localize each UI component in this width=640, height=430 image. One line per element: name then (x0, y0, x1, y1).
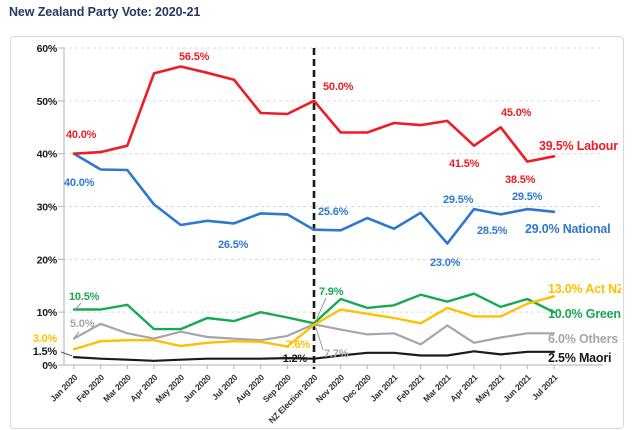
axis-side-label: 3.0% (33, 333, 58, 345)
axis-side-label: 1.5% (33, 346, 58, 358)
series-line-national (72, 152, 556, 245)
value-label: 28.5% (477, 225, 508, 237)
series-line-greens (72, 292, 556, 331)
label-leader-line (316, 297, 327, 319)
value-label: 23.0% (430, 257, 461, 269)
value-label: 39.5% Labour (539, 139, 618, 153)
x-tick-label: Jun 2021 (501, 372, 533, 404)
value-label: 56.5% (179, 51, 210, 63)
chart-title: New Zealand Party Vote: 2020-21 (9, 5, 201, 19)
value-label: 29.5% (443, 194, 474, 206)
x-tick-label: May 2020 (153, 372, 186, 405)
y-tick-label: 20% (37, 254, 58, 266)
value-label: 50.0% (323, 81, 354, 93)
y-tick-label: 50% (37, 96, 58, 108)
value-label: 25.6% (318, 206, 349, 218)
x-tick-label: Feb 2021 (394, 372, 426, 404)
value-label: 40.0% (66, 129, 97, 141)
label-leader-line (315, 327, 324, 351)
value-label: 40.0% (64, 177, 95, 189)
value-label: 45.0% (501, 107, 532, 119)
y-tick-label: 60% (37, 43, 58, 55)
x-tick-label: Dec 2020 (341, 372, 373, 404)
value-label: 38.5% (505, 174, 536, 186)
value-label: 7.9% (319, 286, 344, 298)
x-tick-label: Jun 2020 (181, 372, 213, 404)
x-tick-label: Mar 2021 (421, 372, 453, 404)
y-tick-label: 0% (42, 360, 58, 372)
x-tick-label: Jul 2021 (530, 372, 560, 402)
y-tick-label: 30% (37, 202, 58, 214)
value-label: 26.5% (218, 239, 249, 251)
value-label: 7.6% (286, 339, 311, 351)
series-line-labour (72, 65, 556, 163)
party-vote-line-chart: 0%10%20%30%40%50%60%3.0%1.5%Jan 2020Feb … (33, 43, 628, 425)
value-label: 6.0% Others (548, 332, 618, 346)
label-leader-line (73, 302, 82, 312)
x-tick-label: Mar 2020 (101, 372, 133, 404)
x-tick-label: Jan 2020 (48, 372, 80, 404)
x-tick-label: NZ Election 2020 (267, 372, 320, 425)
y-tick-label: 40% (37, 149, 58, 161)
value-label: 29.0% National (525, 222, 610, 236)
x-tick-label: Aug 2020 (233, 372, 266, 405)
y-tick-label: 10% (37, 307, 58, 319)
x-tick-label: May 2021 (473, 372, 506, 405)
value-label: 1.2% (283, 353, 308, 365)
value-label: 29.5% (512, 191, 543, 203)
value-label: 5.0% (70, 318, 95, 330)
value-label: 7.7% (324, 348, 349, 360)
x-tick-label: Jan 2021 (368, 372, 400, 404)
value-label: 41.5% (449, 158, 480, 170)
label-leader-line (73, 331, 80, 339)
x-tick-label: Nov 2020 (314, 372, 347, 405)
value-label: 10.5% (69, 291, 100, 303)
series-line-act-nz (72, 295, 556, 351)
series-line-maori (72, 350, 556, 362)
label-leader-line (60, 351, 73, 357)
chart-card: 0% 10% 20% 30% 40% 50% 60% 3.0% 1.5% Jan 2020 Feb … (10, 36, 628, 429)
value-label: 10.0% Greens (548, 307, 621, 321)
value-label: 13.0% Act NZ (548, 282, 621, 296)
value-label: 2.5% Maori (548, 351, 611, 365)
x-tick-label: Feb 2020 (74, 372, 106, 404)
